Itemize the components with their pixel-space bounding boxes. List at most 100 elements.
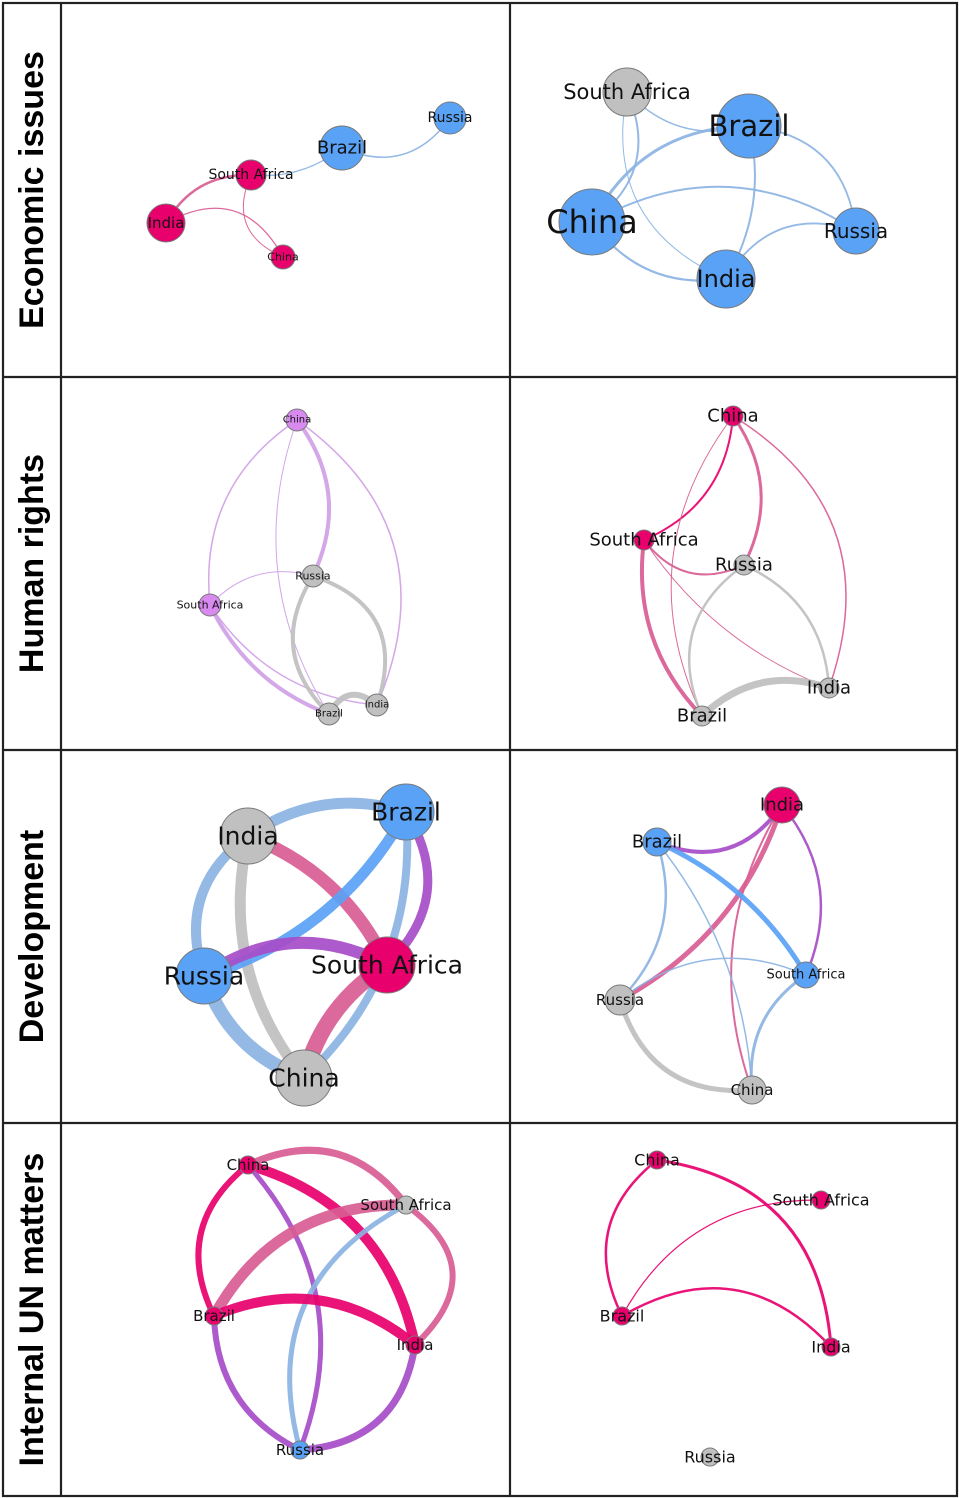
row-label-internal-un-matters: Internal UN matters bbox=[13, 1153, 51, 1467]
edge-south-africa-brazil bbox=[639, 538, 704, 718]
network-panel: Brazil India Russia South Africa China bbox=[164, 783, 463, 1107]
edge-brazil-india bbox=[209, 1293, 420, 1350]
node-label-brazil: Brazil bbox=[677, 706, 727, 727]
edges bbox=[639, 414, 847, 720]
edge-brazil-russia bbox=[198, 806, 412, 982]
edge-south-africa-brazil bbox=[208, 1199, 412, 1322]
edges bbox=[195, 1146, 456, 1454]
node-labels: South Africa Brazil China Russia India bbox=[546, 80, 888, 293]
edge-south-africa-russia bbox=[619, 957, 807, 1001]
node-label-south-africa: South Africa bbox=[360, 1196, 451, 1214]
node-labels: China South Africa Brazil India Russia bbox=[193, 1156, 452, 1459]
edge-russia-india bbox=[742, 563, 831, 690]
node-label-russia: Russia bbox=[295, 570, 330, 583]
node-label-russia: Russia bbox=[164, 962, 244, 991]
node-china bbox=[238, 1155, 258, 1175]
edge-china-india bbox=[296, 419, 402, 706]
edge-china-india bbox=[655, 1158, 833, 1349]
edge-south-africa-brazil bbox=[208, 603, 331, 716]
edge-russia-china bbox=[617, 997, 755, 1094]
edge-china-india bbox=[243, 1160, 420, 1350]
edge-china-russia bbox=[591, 185, 857, 232]
network-panel: China South Africa Brazil India Russia bbox=[193, 1146, 456, 1460]
edge-south-africa-india bbox=[209, 604, 378, 706]
row-label-human-rights: Human rights bbox=[13, 454, 51, 673]
network-panel: China South Africa Russia India Brazil bbox=[589, 405, 851, 727]
edge-india-china bbox=[730, 804, 783, 1091]
node-label-india: India bbox=[697, 265, 756, 293]
edge-india-russia bbox=[617, 802, 785, 1003]
node-india bbox=[365, 693, 389, 717]
node-india bbox=[146, 203, 186, 243]
node-label-china: China bbox=[546, 203, 637, 241]
node-south-africa bbox=[633, 529, 655, 551]
edge-brazil-south-africa bbox=[654, 839, 809, 978]
node-label-india: India bbox=[217, 822, 278, 851]
node-label-china: China bbox=[731, 1081, 774, 1099]
node-label-brazil: Brazil bbox=[709, 109, 790, 143]
node-china bbox=[558, 188, 626, 256]
edge-russia-brazil bbox=[290, 574, 331, 716]
nodes bbox=[146, 101, 467, 270]
node-south-africa bbox=[235, 159, 267, 191]
nodes bbox=[175, 783, 435, 1107]
node-label-russia: Russia bbox=[427, 110, 472, 126]
node-label-china: China bbox=[267, 251, 298, 264]
node-label-china: China bbox=[268, 1064, 339, 1093]
edge-south-africa-russia bbox=[209, 571, 314, 606]
node-china bbox=[737, 1075, 767, 1105]
node-label-russia: Russia bbox=[276, 1441, 324, 1459]
edges bbox=[164, 117, 451, 258]
node-brazil bbox=[716, 93, 782, 159]
node-label-south-africa: South Africa bbox=[589, 530, 698, 551]
node-label-india: India bbox=[365, 700, 390, 711]
edge-brazil-russia bbox=[211, 1313, 303, 1453]
edge-china-russia bbox=[245, 1162, 324, 1453]
node-label-brazil: Brazil bbox=[193, 1307, 235, 1325]
edge-china-russia bbox=[731, 414, 763, 567]
node-russia bbox=[301, 564, 325, 588]
nodes bbox=[612, 1150, 841, 1467]
node-russia bbox=[832, 207, 880, 255]
node-south-africa bbox=[602, 67, 652, 117]
network-panel: South Africa Brazil China Russia India bbox=[546, 67, 888, 309]
node-label-india: India bbox=[807, 678, 851, 699]
edges bbox=[207, 418, 402, 717]
row-labels: Economic issues Human rights Development In… bbox=[13, 51, 51, 1466]
edge-russia-brazil bbox=[688, 563, 746, 718]
node-label-south-africa: South Africa bbox=[208, 167, 293, 183]
node-brazil bbox=[642, 827, 672, 857]
node-label-russia: Russia bbox=[596, 991, 644, 1009]
node-labels: China Russia South Africa India Brazil bbox=[177, 415, 390, 720]
node-russia bbox=[175, 947, 233, 1005]
node-label-south-africa: South Africa bbox=[563, 80, 691, 104]
node-labels: Russia Brazil South Africa India China bbox=[148, 110, 473, 264]
node-china bbox=[722, 405, 744, 427]
edge-china-russia bbox=[295, 418, 332, 578]
node-label-russia: Russia bbox=[824, 219, 888, 243]
edge-brazil-india bbox=[620, 1287, 833, 1349]
node-label-china: China bbox=[707, 406, 758, 427]
edge-china-india bbox=[732, 415, 847, 689]
node-label-india: India bbox=[760, 795, 804, 816]
node-label-south-africa: South Africa bbox=[772, 1191, 869, 1210]
node-india bbox=[696, 249, 756, 309]
edge-china-brazil bbox=[195, 1162, 251, 1319]
node-label-india: India bbox=[397, 1336, 434, 1354]
edge-south-africa-india bbox=[403, 1202, 456, 1348]
nodes bbox=[633, 405, 840, 727]
node-south-africa bbox=[396, 1195, 416, 1215]
edge-russia-india bbox=[311, 574, 388, 707]
node-labels: India Brazil South Africa Russia China bbox=[596, 795, 846, 1100]
node-label-south-africa: South Africa bbox=[177, 599, 244, 612]
row-label-economic-issues: Economic issues bbox=[13, 51, 51, 329]
node-label-china: China bbox=[283, 415, 312, 426]
node-label-brazil: Brazil bbox=[600, 1307, 645, 1326]
node-label-india: India bbox=[148, 214, 185, 232]
nodes bbox=[204, 1155, 425, 1460]
edge-south-africa-india bbox=[622, 91, 727, 280]
edge-china-south-africa bbox=[244, 1146, 410, 1209]
